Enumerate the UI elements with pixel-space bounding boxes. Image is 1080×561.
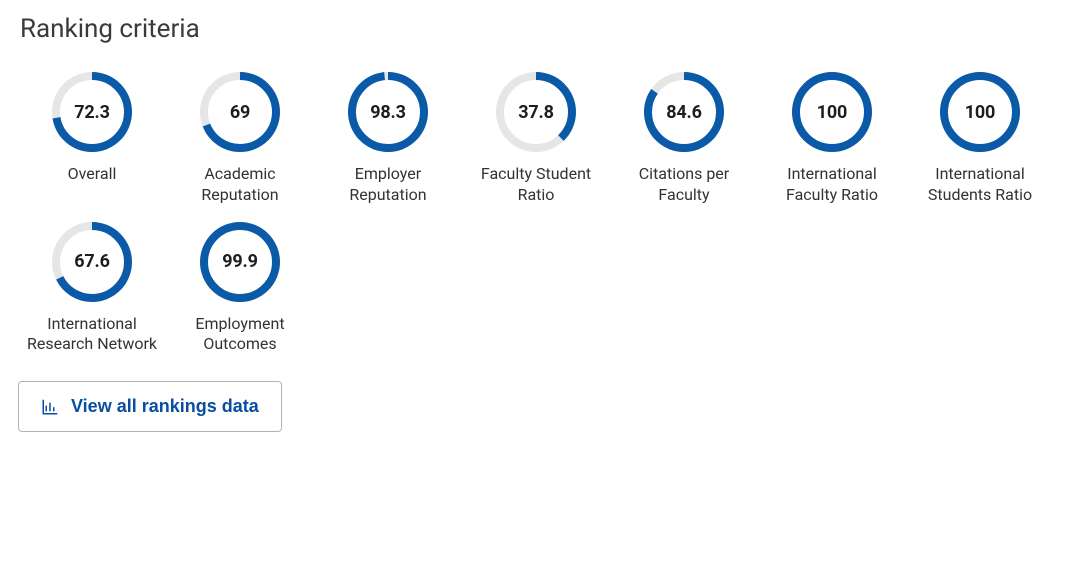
metric-value: 37.8: [496, 72, 576, 152]
metric-value: 100: [792, 72, 872, 152]
metric-cell: 98.3 Employer Reputation: [314, 68, 462, 206]
metric-gauge: 99.9: [200, 222, 280, 302]
ranking-criteria-panel: Ranking criteria 72.3 Overall 69 Academic R…: [0, 0, 1080, 460]
metric-cell: 99.9 Employment Outcomes: [166, 218, 314, 356]
view-all-rankings-button[interactable]: View all rankings data: [18, 381, 282, 432]
metric-cell: 100 International Students Ratio: [906, 68, 1054, 206]
metric-gauge: 37.8: [496, 72, 576, 152]
metric-cell: 100 International Faculty Ratio: [758, 68, 906, 206]
metric-gauge: 98.3: [348, 72, 428, 152]
metric-label: Citations per Faculty: [614, 164, 754, 206]
metric-cell: 84.6 Citations per Faculty: [610, 68, 758, 206]
metric-cell: 37.8 Faculty Student Ratio: [462, 68, 610, 206]
metric-value: 84.6: [644, 72, 724, 152]
metric-gauge: 69: [200, 72, 280, 152]
metric-label: Employer Reputation: [318, 164, 458, 206]
metric-value: 67.6: [52, 222, 132, 302]
metric-value: 72.3: [52, 72, 132, 152]
metric-value: 69: [200, 72, 280, 152]
metric-label: International Research Network: [22, 314, 162, 356]
metric-label: Academic Reputation: [170, 164, 310, 206]
metric-cell: 67.6 International Research Network: [18, 218, 166, 356]
metric-cell: 72.3 Overall: [18, 68, 166, 206]
view-all-rankings-label: View all rankings data: [71, 396, 259, 417]
metric-label: International Students Ratio: [910, 164, 1050, 206]
metric-value: 99.9: [200, 222, 280, 302]
metric-gauge: 84.6: [644, 72, 724, 152]
metric-label: Employment Outcomes: [170, 314, 310, 356]
metric-label: Faculty Student Ratio: [466, 164, 606, 206]
metric-cell: 69 Academic Reputation: [166, 68, 314, 206]
section-title: Ranking criteria: [20, 14, 1062, 44]
metric-gauge: 67.6: [52, 222, 132, 302]
metric-label: International Faculty Ratio: [762, 164, 902, 206]
bar-chart-icon: [41, 398, 59, 416]
metric-value: 98.3: [348, 72, 428, 152]
metric-gauge: 100: [792, 72, 872, 152]
metric-gauge: 100: [940, 72, 1020, 152]
metric-label: Overall: [68, 164, 117, 185]
metrics-grid: 72.3 Overall 69 Academic Reputation 98.3 Empl…: [18, 68, 1062, 355]
metric-value: 100: [940, 72, 1020, 152]
metric-gauge: 72.3: [52, 72, 132, 152]
